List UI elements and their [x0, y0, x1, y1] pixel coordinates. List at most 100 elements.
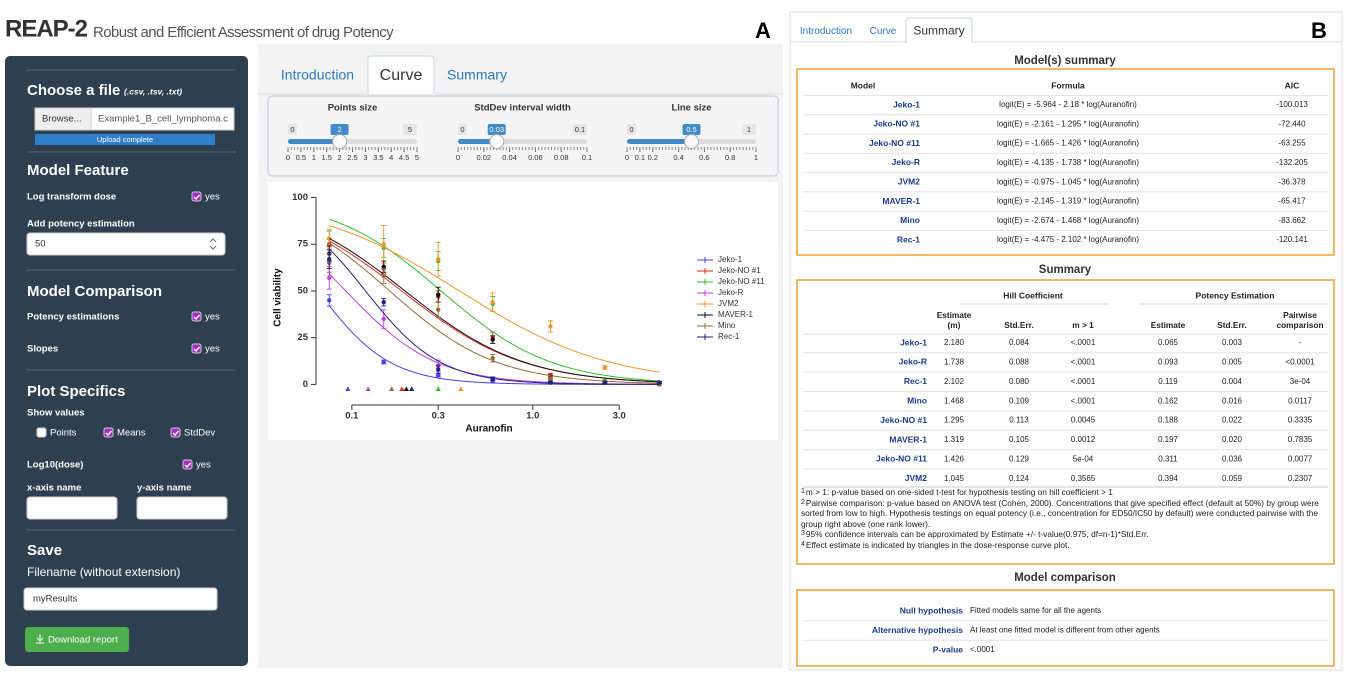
slider-tick-label: 0.04 — [502, 153, 517, 162]
column-header-box: Estimate (m) — [936, 310, 972, 330]
aic: -132.205 — [1276, 158, 1308, 167]
slider-min-badge — [458, 124, 467, 135]
comparison-value: Fitted models same for all the agents — [970, 606, 1101, 615]
agent-name: JVM2 — [905, 473, 927, 483]
effect-triangle — [435, 386, 441, 392]
mean-point — [490, 376, 495, 382]
summary-box — [796, 279, 1335, 565]
y-tick-label: 0 — [303, 379, 308, 390]
cell: 0.162 — [1158, 396, 1179, 405]
slider-label: StdDev interval width — [474, 103, 571, 114]
legend-label: Jeko-1 — [718, 255, 743, 264]
column-header: Pairwise comparison — [1276, 310, 1324, 330]
slider-handle[interactable] — [489, 134, 505, 149]
file-name-box — [90, 107, 235, 131]
text-input[interactable] — [26, 496, 118, 520]
column-header: Estimate (m) — [936, 310, 972, 330]
mean-point — [381, 359, 386, 365]
cell: 0.088 — [1009, 358, 1030, 367]
cell: 0.3335 — [1288, 416, 1313, 425]
column-header-box: m > 1 — [1072, 320, 1093, 330]
tab[interactable]: Introduction — [800, 26, 852, 37]
x-tick-label: 3.0 — [613, 411, 626, 422]
mean-point — [327, 298, 332, 303]
slider-tick-label: 1.5 — [321, 153, 331, 162]
aic: -63.255 — [1278, 139, 1306, 148]
mean-point — [436, 292, 441, 297]
effect-triangle — [409, 386, 415, 392]
check-mark — [105, 430, 113, 437]
column-group: Potency Estimation — [1196, 290, 1275, 300]
active-tab[interactable] — [905, 17, 973, 43]
effect-triangle — [389, 386, 395, 392]
active-tab[interactable] — [367, 55, 435, 94]
download-label[interactable]: Download report — [48, 635, 118, 646]
cell: <.0001 — [1071, 396, 1096, 405]
slider-min-badge — [288, 124, 297, 135]
slider-min: 0 — [460, 125, 464, 134]
browse-label[interactable]: Browse... — [42, 114, 82, 125]
model-name: JVM2 — [898, 176, 920, 186]
model-name: Jeko-1 — [893, 99, 920, 109]
models-box — [796, 68, 1335, 256]
text-input[interactable] — [136, 496, 228, 520]
footnote: 2Pairwise comparison: p-value based on A… — [801, 498, 1331, 530]
text-input[interactable] — [23, 587, 218, 611]
option-label: StdDev — [184, 428, 215, 439]
slider-handle[interactable] — [684, 134, 699, 149]
model-name: MAVER-1 — [882, 196, 920, 206]
column-header-box: Std.Err. — [1217, 320, 1247, 330]
slider-max-badge — [403, 124, 417, 135]
file-name: Example1_B_cell_lymphoma.c — [98, 114, 228, 125]
panel-label: A — [755, 18, 771, 43]
field-label: Potency estimations — [27, 312, 119, 323]
formula: logit(E) = -2.674 - 1.468 * log(Auranofi… — [997, 216, 1139, 225]
checkbox[interactable] — [103, 427, 114, 438]
check-mark — [193, 346, 201, 353]
comparison-label: Null hypothesis — [900, 605, 964, 615]
checkbox[interactable] — [36, 427, 47, 438]
cell: 0.109 — [1009, 396, 1030, 405]
cell: 0.311 — [1158, 455, 1178, 464]
download-button[interactable] — [25, 627, 129, 652]
column-group: Hill Coefficient — [1003, 290, 1063, 300]
aic: -36.378 — [1278, 177, 1306, 186]
field-label: x-axis name — [27, 483, 81, 494]
slider-tick-label: 0.8 — [725, 153, 735, 162]
number-input[interactable] — [26, 232, 226, 256]
mean-point — [436, 307, 441, 312]
tab[interactable]: Summary — [447, 67, 507, 83]
cell: 2.102 — [944, 377, 965, 386]
cell: 3e-04 — [1290, 377, 1311, 386]
cell: 2.180 — [944, 338, 965, 347]
mean-point — [548, 324, 553, 329]
tab[interactable]: Introduction — [281, 67, 354, 83]
field-label: Filename (without extension) — [27, 565, 180, 579]
slider-tick-label: 2.5 — [347, 153, 357, 162]
tab[interactable]: Summary — [913, 24, 964, 38]
aic: -72.440 — [1278, 119, 1306, 128]
x-axis-title: Auranofin — [465, 424, 512, 435]
checkbox[interactable] — [170, 427, 181, 438]
formula: logit(E) = -5.964 - 2.18 * log(Auranofin… — [999, 100, 1137, 109]
footnote: 4Effect estimate is indicated by triangl… — [801, 540, 1331, 551]
cell: 1.468 — [944, 396, 965, 405]
tab[interactable]: Curve — [870, 26, 897, 37]
slider-well — [267, 95, 779, 177]
cell: 0.022 — [1222, 416, 1243, 425]
option-label: yes — [205, 344, 220, 355]
checkbox[interactable] — [182, 459, 193, 470]
effect-triangle — [399, 386, 405, 392]
slider-handle[interactable] — [332, 134, 348, 149]
tab[interactable]: Curve — [380, 67, 423, 84]
agent-name: Jeko-NO #1 — [880, 415, 927, 425]
column-header: Std.Err. — [1217, 320, 1247, 330]
agent-name: Jeko-NO #11 — [876, 454, 927, 464]
checkbox[interactable] — [191, 191, 202, 202]
spinner[interactable] — [209, 238, 217, 250]
checkbox[interactable] — [191, 343, 202, 354]
y-tick-label: 100 — [292, 192, 308, 203]
checkbox[interactable] — [191, 311, 202, 322]
field-label: Slopes — [27, 344, 58, 355]
input-value: myResults — [33, 594, 78, 605]
